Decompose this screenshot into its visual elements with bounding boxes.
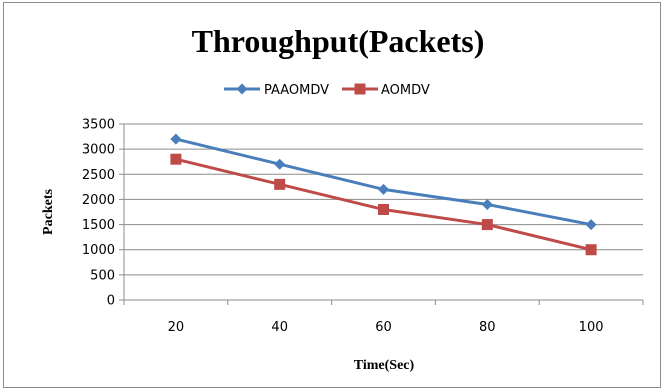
data-point-paaomdv <box>585 219 597 231</box>
legend-item-aomdv: AOMDV <box>342 83 430 98</box>
data-point-paaomdv <box>378 183 389 195</box>
x-tick-label: 80 <box>479 320 496 335</box>
x-tick-label: 60 <box>375 320 392 335</box>
y-tick-label: 2500 <box>82 168 115 183</box>
legend-label-paaomdv: PAAOMDV <box>264 83 329 98</box>
gridlines <box>124 123 643 276</box>
y-tick-label: 0 <box>107 294 115 309</box>
y-tick-label: 2000 <box>82 193 115 208</box>
y-tick-label: 1000 <box>82 243 115 258</box>
legend-item-paaomdv: PAAOMDV <box>224 83 329 98</box>
legend-marker-aomdv <box>354 83 366 95</box>
data-point-paaomdv <box>274 158 286 170</box>
chart-title: Throughput(Packets) <box>192 23 485 59</box>
data-point-aomdv <box>274 178 286 190</box>
x-tick-label: 40 <box>271 320 288 335</box>
chart-frame <box>3 2 661 388</box>
data-point-paaomdv <box>170 133 182 145</box>
data-point-aomdv <box>585 244 597 256</box>
x-tick-label: 100 <box>579 320 604 335</box>
axes <box>119 123 644 305</box>
series-paaomdv <box>170 133 597 231</box>
series-group <box>170 133 597 256</box>
y-axis-title: Packets <box>41 189 56 235</box>
y-tick-label: 500 <box>90 268 115 283</box>
legend-marker-paaomdv <box>236 83 248 95</box>
y-tick-labels: 0 500 1000 1500 2000 2500 3000 3500 <box>82 118 115 309</box>
data-point-aomdv <box>481 219 493 231</box>
data-point-paaomdv <box>481 198 493 210</box>
legend-label-aomdv: AOMDV <box>381 83 430 98</box>
x-tick-labels: 20 40 60 80 100 <box>168 320 604 335</box>
x-tick-label: 20 <box>168 320 185 335</box>
y-tick-label: 3500 <box>82 118 115 133</box>
x-axis-title: Time(Sec) <box>354 358 415 373</box>
data-point-aomdv <box>170 153 182 165</box>
series-aomdv <box>170 153 597 256</box>
legend: PAAOMDV AOMDV <box>224 83 430 98</box>
data-point-aomdv <box>378 203 389 215</box>
y-tick-label: 1500 <box>82 218 115 233</box>
y-tick-label: 3000 <box>82 143 115 158</box>
